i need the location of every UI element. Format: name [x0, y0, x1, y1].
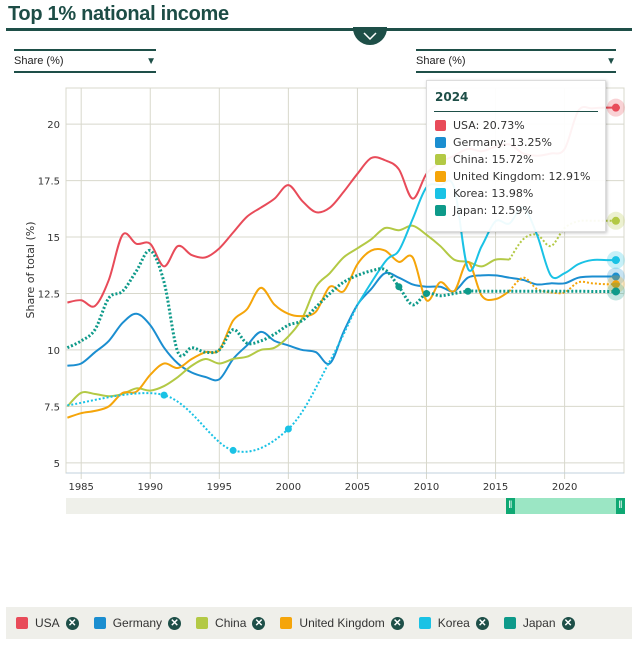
series-marker-korea — [611, 256, 620, 265]
tooltip-row-label: Korea: 13.98% — [453, 187, 534, 200]
y-tick-label: 7.5 — [44, 402, 60, 413]
data-point-japan — [464, 287, 472, 295]
series-line-korea — [67, 304, 359, 453]
series-marker-japan — [611, 287, 620, 296]
x-tick-label: 1990 — [138, 482, 163, 493]
legend-swatch — [280, 617, 293, 629]
legend-label: United Kingdom — [299, 616, 385, 630]
x-tick-label: 2005 — [345, 482, 370, 493]
tooltip-row: United Kingdom: 12.91% — [435, 168, 590, 185]
x-tick-label: 2000 — [276, 482, 301, 493]
series-line-united-kingdom — [508, 276, 620, 295]
range-handle-end[interactable]: ‖ — [615, 498, 625, 514]
tooltip-divider — [434, 111, 598, 112]
y-tick-label: 10 — [47, 346, 60, 357]
y-axis-label: Share of total (%) — [24, 221, 37, 318]
tooltip-row-label: Germany: 13.25% — [453, 136, 552, 149]
tooltip-row-label: USA: 20.73% — [453, 119, 525, 132]
tooltip-row-label: China: 15.72% — [453, 153, 534, 166]
legend-swatch — [16, 617, 28, 629]
tooltip-row: China: 15.72% — [435, 151, 534, 168]
legend-label: USA — [35, 616, 60, 630]
tooltip-row-label: Japan: 12.59% — [453, 204, 533, 217]
x-tick-label: 2020 — [552, 482, 577, 493]
collapse-button[interactable] — [353, 27, 387, 45]
chevron-down-icon — [363, 32, 377, 40]
axes: 5 7.5 10 12.5 15 17.5 20 1985 1990 1995 2000 2005 20… — [38, 120, 624, 493]
y-tick-label: 17.5 — [38, 177, 60, 188]
right-axis-select-value: Share (%) — [416, 55, 466, 67]
tooltip-swatch — [435, 188, 446, 199]
left-axis-select[interactable]: Share (%) ▼ — [14, 49, 156, 73]
legend-label: Japan — [522, 616, 556, 630]
x-tick-label: 1995 — [207, 482, 232, 493]
legend: USA ✕ Germany ✕ China ✕ United Kingdom ✕ Korea ✕ J… — [6, 607, 632, 639]
data-point-korea — [229, 446, 237, 454]
tooltip-swatch — [435, 120, 446, 131]
tooltip-row: Korea: 13.98% — [435, 185, 533, 202]
data-point-korea — [160, 391, 168, 399]
legend-item-korea[interactable]: Korea ✕ — [418, 616, 489, 630]
remove-icon[interactable]: ✕ — [65, 616, 79, 630]
series-marker-usa — [611, 103, 620, 112]
series-marker-china — [611, 216, 620, 225]
legend-item-united-kingdom[interactable]: United Kingdom ✕ — [280, 616, 404, 630]
tooltip-swatch — [435, 137, 446, 148]
tooltip-year: 2024 — [435, 90, 469, 104]
x-tick-label: 2015 — [483, 482, 508, 493]
y-tick-label: 12.5 — [38, 289, 60, 300]
series-markers — [160, 98, 625, 454]
legend-item-japan[interactable]: Japan ✕ — [503, 616, 575, 630]
remove-icon[interactable]: ✕ — [561, 616, 575, 630]
line-chart: 5 7.5 10 12.5 15 17.5 20 1985 1990 1995 2000 2005 20… — [24, 87, 625, 493]
legend-swatch — [503, 617, 516, 629]
remove-icon[interactable]: ✕ — [475, 616, 489, 630]
series-line-united-kingdom — [67, 248, 510, 419]
chart-title: Top 1% national income — [8, 3, 229, 25]
tooltip-row: Japan: 12.59% — [435, 202, 533, 219]
legend-item-germany[interactable]: Germany ✕ — [93, 616, 182, 630]
tooltip-swatch — [435, 205, 446, 216]
series-marker-united-kingdom — [611, 280, 620, 289]
dropdown-arrow-icon: ▼ — [606, 55, 616, 67]
range-slider[interactable]: ‖ ‖ — [66, 498, 625, 514]
tooltip-swatch — [435, 171, 446, 182]
tooltip-row: Germany: 13.25% — [435, 134, 552, 151]
range-slider-selection[interactable]: ‖ ‖ — [505, 498, 625, 514]
legend-item-usa[interactable]: USA ✕ — [16, 616, 79, 630]
title-divider — [6, 28, 632, 31]
legend-item-china[interactable]: China ✕ — [196, 616, 266, 630]
x-tick-label: 2010 — [414, 482, 439, 493]
series-line-germany — [67, 271, 620, 382]
legend-label: Germany — [112, 616, 163, 630]
x-tick-label: 1985 — [68, 482, 93, 493]
y-tick-label: 20 — [47, 120, 60, 131]
legend-swatch — [418, 617, 431, 629]
tooltip: 2024 USA: 20.73% Germany: 13.25% China: 15… — [426, 80, 606, 232]
y-tick-label: 15 — [47, 233, 60, 244]
remove-icon[interactable]: ✕ — [252, 616, 266, 630]
tooltip-swatch — [435, 154, 446, 165]
data-point-korea — [284, 425, 292, 433]
y-tick-label: 5 — [54, 459, 60, 470]
data-point-japan — [422, 289, 430, 297]
remove-icon[interactable]: ✕ — [168, 616, 182, 630]
legend-swatch — [93, 617, 106, 629]
remove-icon[interactable]: ✕ — [390, 616, 404, 630]
series-marker-germany — [611, 272, 620, 281]
range-handle-start[interactable]: ‖ — [505, 498, 515, 514]
legend-swatch — [196, 617, 209, 629]
legend-label: China — [215, 616, 247, 630]
dropdown-arrow-icon: ▼ — [146, 55, 156, 67]
left-axis-select-value: Share (%) — [14, 55, 64, 67]
right-axis-select[interactable]: Share (%) ▼ — [416, 49, 616, 73]
tooltip-row-label: United Kingdom: 12.91% — [453, 170, 591, 183]
legend-label: Korea — [437, 616, 470, 630]
tooltip-row: USA: 20.73% — [435, 117, 525, 134]
data-point-japan — [395, 283, 403, 291]
